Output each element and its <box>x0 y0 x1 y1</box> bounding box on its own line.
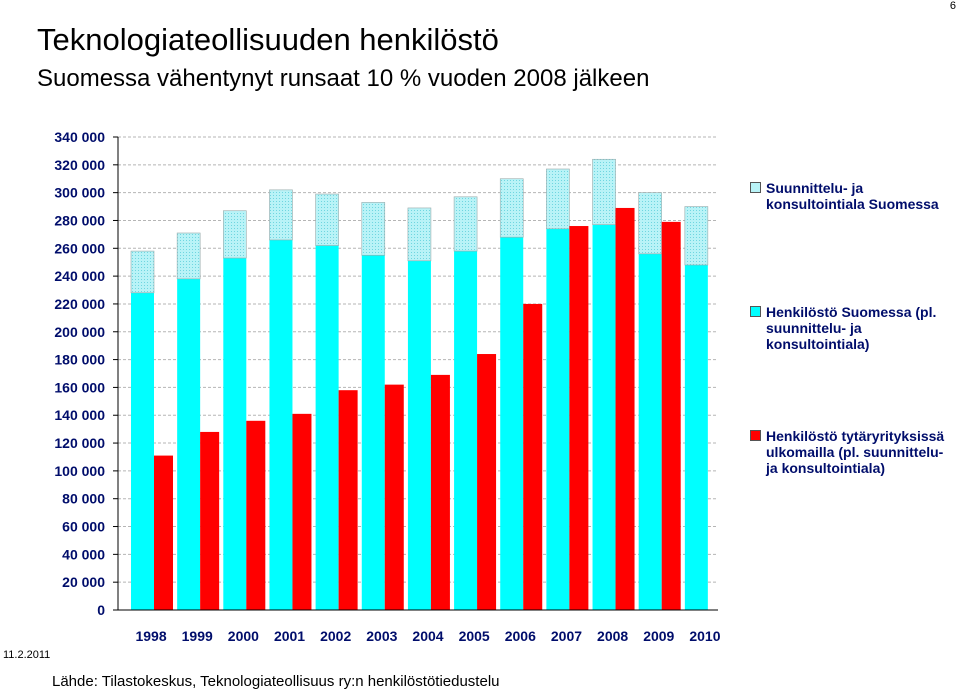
y-tick-label: 100 000 <box>54 463 105 479</box>
y-tick-label: 180 000 <box>54 352 105 368</box>
bar-finland-2000 <box>223 258 247 610</box>
page-subtitle: Suomessa vähentynyt runsaat 10 % vuoden … <box>37 65 650 92</box>
bar-consulting-2000 <box>223 210 247 259</box>
legend-swatch-finland <box>750 306 761 317</box>
legend-item-abroad: Henkilöstö tytäryrityksissä ulkomailla (… <box>750 428 956 476</box>
y-tick-label: 80 000 <box>62 491 105 507</box>
bar-finland-2003 <box>361 255 385 610</box>
bar-finland-1998 <box>131 292 154 610</box>
x-tick-label: 2010 <box>689 628 720 644</box>
date-label: 11.2.2011 <box>3 649 51 661</box>
y-tick-label: 0 <box>97 602 105 618</box>
bar-finland-2010 <box>684 264 708 610</box>
legend-swatch-abroad <box>750 430 761 441</box>
bar-abroad-2009 <box>661 221 681 611</box>
y-tick-label: 260 000 <box>54 240 105 256</box>
bar-finland-2008 <box>592 224 616 611</box>
bar-consulting-2004 <box>407 207 432 262</box>
x-tick-labels: 1998 1999 2000 2001 2002 2003 2004 2005 2006 2007… <box>135 628 720 644</box>
bar-consulting-2010 <box>684 206 709 266</box>
bar-abroad-2006 <box>523 303 543 610</box>
bar-consulting-2006 <box>499 178 524 238</box>
x-tick-label: 2009 <box>643 628 674 644</box>
legend-label-consulting: Suunnittelu- ja konsultointiala Suomessa <box>766 180 939 212</box>
bars <box>130 158 709 611</box>
x-tick-label: 2004 <box>412 628 443 644</box>
bar-consulting-1999 <box>176 232 201 280</box>
bar-abroad-2004 <box>430 374 450 610</box>
page-number: 6 <box>949 0 956 12</box>
x-tick-label: 2007 <box>551 628 582 644</box>
x-tick-label: 2008 <box>597 628 628 644</box>
legend-item-consulting: Suunnittelu- ja konsultointiala Suomessa <box>750 180 956 212</box>
y-tick-label: 340 000 <box>54 129 105 145</box>
x-tick-label: 2006 <box>505 628 536 644</box>
bar-abroad-1999 <box>200 431 220 610</box>
y-tick-label: 120 000 <box>54 435 105 451</box>
axes <box>113 136 718 611</box>
legend-label-finland: Henkilöstö Suomessa (pl. suunnittelu- ja… <box>766 304 937 352</box>
bar-finland-2005 <box>454 251 478 610</box>
y-tick-label: 220 000 <box>54 296 105 312</box>
bar-consulting-1998 <box>130 250 155 294</box>
bar-abroad-2001 <box>292 413 312 610</box>
bar-abroad-2000 <box>246 420 266 610</box>
y-tick-label: 20 000 <box>62 574 105 590</box>
bar-abroad-2008 <box>615 207 635 610</box>
bar-consulting-2007 <box>546 168 570 230</box>
y-tick-label: 320 000 <box>54 157 105 173</box>
bar-consulting-2003 <box>361 202 386 256</box>
bar-abroad-1998 <box>154 455 173 610</box>
bar-abroad-2007 <box>569 226 589 611</box>
y-tick-label: 300 000 <box>54 185 105 201</box>
bar-abroad-2003 <box>384 384 404 610</box>
y-tick-label: 40 000 <box>62 546 105 562</box>
bar-abroad-2005 <box>477 354 497 610</box>
x-tick-label: 2002 <box>320 628 351 644</box>
bar-consulting-2005 <box>453 196 478 252</box>
bar-finland-2002 <box>315 245 339 610</box>
bar-consulting-2001 <box>269 189 293 241</box>
bar-finland-2004 <box>407 260 431 610</box>
x-tick-label: 2005 <box>459 628 490 644</box>
y-tick-labels: 0 20 000 40 000 60 000 80 000 100 000 120 000 1… <box>54 129 105 618</box>
y-tick-label: 140 000 <box>54 407 105 423</box>
y-tick-label: 200 000 <box>54 324 105 340</box>
bar-finland-1999 <box>177 278 201 610</box>
legend-label-abroad: Henkilöstö tytäryrityksissä ulkomailla (… <box>766 428 945 476</box>
bar-consulting-2009 <box>638 192 662 255</box>
bar-finland-2009 <box>638 253 662 610</box>
bar-finland-2007 <box>546 228 570 611</box>
legend-swatch-consulting <box>750 182 761 193</box>
bar-consulting-2002 <box>315 193 339 246</box>
x-tick-label: 2000 <box>228 628 259 644</box>
y-tick-label: 280 000 <box>54 212 105 228</box>
y-tick-label: 240 000 <box>54 268 105 284</box>
bar-abroad-2002 <box>338 390 358 610</box>
bar-finland-2006 <box>500 237 524 610</box>
x-tick-label: 1999 <box>182 628 213 644</box>
page-title: Teknologiateollisuuden henkilöstö <box>37 22 499 57</box>
x-tick-label: 2003 <box>366 628 397 644</box>
bar-consulting-2008 <box>592 158 616 225</box>
source-label: Lähde: Tilastokeskus, Teknologiateollisu… <box>52 673 500 690</box>
y-tick-label: 60 000 <box>62 519 105 535</box>
x-tick-label: 1998 <box>135 628 166 644</box>
bar-finland-2001 <box>269 239 293 610</box>
x-tick-label: 2001 <box>274 628 305 644</box>
legend-item-finland: Henkilöstö Suomessa (pl. suunnittelu- ja… <box>750 304 956 352</box>
y-tick-label: 160 000 <box>54 379 105 395</box>
